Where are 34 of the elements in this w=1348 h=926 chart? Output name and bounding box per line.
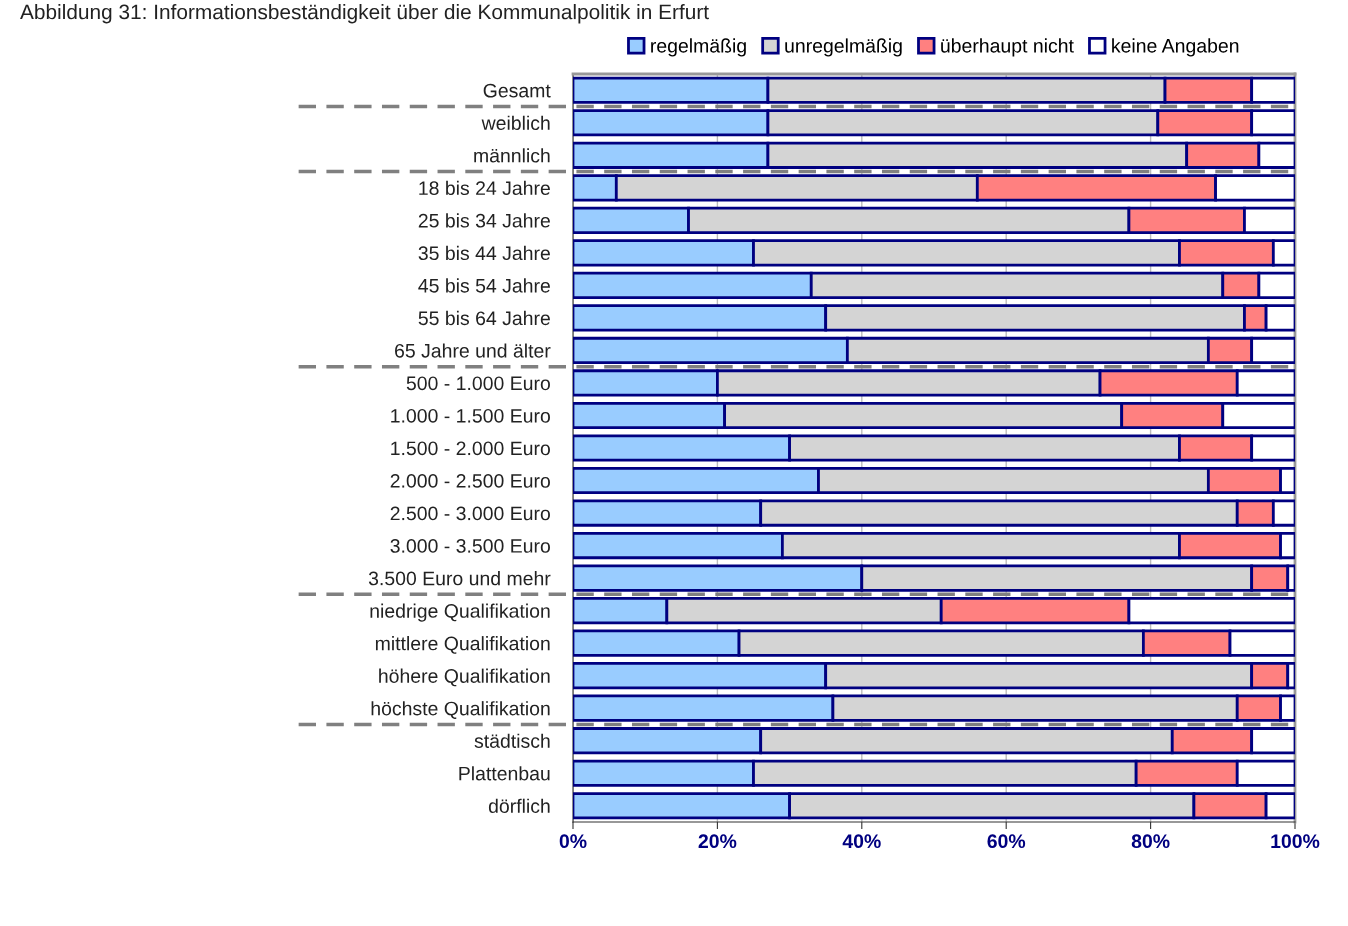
y-tick-label: 500 - 1.000 Euro xyxy=(406,376,550,391)
x-tick-label: 20% xyxy=(698,834,737,849)
y-tick-label: 55 bis 64 Jahre xyxy=(418,310,550,326)
y-tick-label: 18 bis 24 Jahre xyxy=(419,180,550,196)
y-tick-label: 2.500 - 3.000 Euro xyxy=(390,506,550,521)
y-tick-label: 3.500 Euro und mehr xyxy=(368,571,551,586)
y-tick-label: dörflich xyxy=(488,798,550,813)
y-tick-label: höhere Qualifikation xyxy=(379,668,550,687)
x-tick-label: 0% xyxy=(559,834,587,849)
y-tick-label: 35 bis 44 Jahre xyxy=(418,245,550,261)
legend-label: überhaupt nicht xyxy=(941,38,1074,57)
x-tick-label: 100% xyxy=(1271,834,1320,849)
x-tick-label: 40% xyxy=(842,834,881,849)
y-tick-label: 65 Jahre und älter xyxy=(395,343,551,358)
y-tick-label: 3.000 - 3.500 Euro xyxy=(390,539,550,553)
y-tick-label: männlich xyxy=(474,148,550,163)
y-tick-label: 2.000 - 2.500 Euro xyxy=(390,473,550,488)
y-tick-label: 45 bis 54 Jahre xyxy=(418,278,550,293)
y-tick-label: 1.000 - 1.500 Euro xyxy=(391,408,550,423)
y-tick-label: höchste Qualifikation xyxy=(371,701,550,719)
y-tick-label: städtisch xyxy=(474,733,550,748)
y-tick-label: niedrige Qualifikation xyxy=(370,603,550,622)
x-tick-label: 80% xyxy=(1131,834,1170,849)
legend-label: regelmäßig xyxy=(651,38,746,57)
text: Abbildung 31: Informationsbeständigkeit über die Kommunalpolitik in Erfurt xyxy=(20,4,709,24)
y-tick-label: 25 bis 34 Jahre xyxy=(418,213,550,228)
legend-label: unregelmäßig xyxy=(785,38,902,57)
y-tick-label: mittlere Qualifikation xyxy=(375,636,550,654)
y-tick-label: Gesamt xyxy=(483,83,551,98)
y-tick-label: 1.500 - 2.000 Euro xyxy=(391,441,550,456)
y-tick-label: Plattenbau xyxy=(459,766,550,781)
legend-label: keine Angaben xyxy=(1112,38,1239,57)
x-tick-label: 60% xyxy=(987,834,1026,849)
y-tick-label: weiblich xyxy=(481,115,550,131)
